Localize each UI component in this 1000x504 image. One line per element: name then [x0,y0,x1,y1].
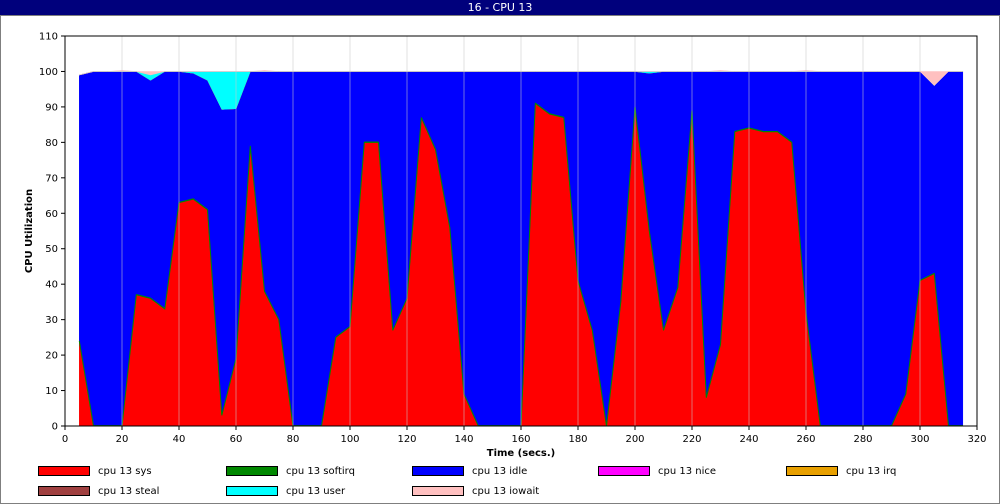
legend-item: cpu 13 softirq [226,465,355,479]
y-tick-label: 80 [45,138,58,149]
x-tick-label: 20 [116,434,129,445]
legend-item: cpu 13 nice [598,465,716,479]
legend-item: cpu 13 iowait [412,485,539,499]
x-tick-label: 240 [739,434,758,445]
x-tick-label: 100 [340,434,359,445]
x-axis-ticks: 0 20 40 60 80 100 120 140 160 180 200 220 240 260 280 3… [62,426,987,445]
legend-item: cpu 13 idle [412,465,527,479]
legend-label: cpu 13 user [286,486,346,497]
legend-label: cpu 13 nice [658,466,717,477]
legend-swatch [38,486,90,496]
legend-label: cpu 13 sys [98,466,152,477]
y-tick-label: 10 [45,386,58,397]
legend-swatch [412,466,464,476]
legend-swatch [786,466,838,476]
gridlines [121,36,921,426]
x-tick-label: 300 [910,434,929,445]
legend-swatch [412,486,464,496]
legend-label: cpu 13 iowait [472,486,540,497]
chart-legend: cpu 13 sys cpu 13 softirq cpu 13 idle cpu 1… [0,462,1000,504]
x-tick-label: 160 [511,434,530,445]
x-axis-label: Time (secs.) [487,448,556,459]
legend-label: cpu 13 steal [98,486,160,497]
legend-label: cpu 13 idle [472,466,528,477]
series-area-cpu-13-iowait [79,70,963,86]
x-tick-label: 220 [682,434,701,445]
y-axis-label: CPU Utilization [24,189,35,273]
legend-label: cpu 13 softirq [286,466,355,477]
y-axis-ticks: 0 10 20 30 40 50 60 70 80 90 100 110 [39,32,65,433]
x-tick-label: 40 [173,434,186,445]
y-tick-label: 30 [45,315,58,326]
y-tick-label: 90 [45,102,58,113]
x-tick-label: 280 [853,434,872,445]
x-tick-label: 260 [796,434,815,445]
y-tick-label: 110 [39,32,58,43]
x-tick-label: 140 [454,434,473,445]
y-tick-label: 40 [45,280,58,291]
x-tick-label: 200 [625,434,644,445]
legend-item: cpu 13 sys [38,465,152,479]
x-tick-label: 120 [397,434,416,445]
y-tick-label: 60 [45,209,58,220]
y-tick-label: 100 [39,67,58,78]
legend-item: cpu 13 user [226,485,345,499]
x-tick-label: 60 [230,434,243,445]
legend-item: cpu 13 steal [38,485,159,499]
y-tick-label: 20 [45,351,58,362]
legend-swatch [226,466,278,476]
x-tick-label: 180 [568,434,587,445]
cpu-utilization-chart: 0 10 20 30 40 50 60 70 80 90 100 110 0 20 40 60 80 100 12… [24,32,987,460]
y-tick-label: 50 [45,244,58,255]
y-tick-label: 70 [45,173,58,184]
window-title: 16 - CPU 13 [0,0,1000,15]
legend-item: cpu 13 irq [786,465,896,479]
x-tick-label: 80 [287,434,300,445]
x-tick-label: 0 [62,434,68,445]
legend-swatch [598,466,650,476]
x-tick-label: 320 [967,434,986,445]
y-tick-label: 0 [52,422,58,433]
legend-label: cpu 13 irq [846,466,897,477]
legend-swatch [38,466,90,476]
legend-swatch [226,486,278,496]
